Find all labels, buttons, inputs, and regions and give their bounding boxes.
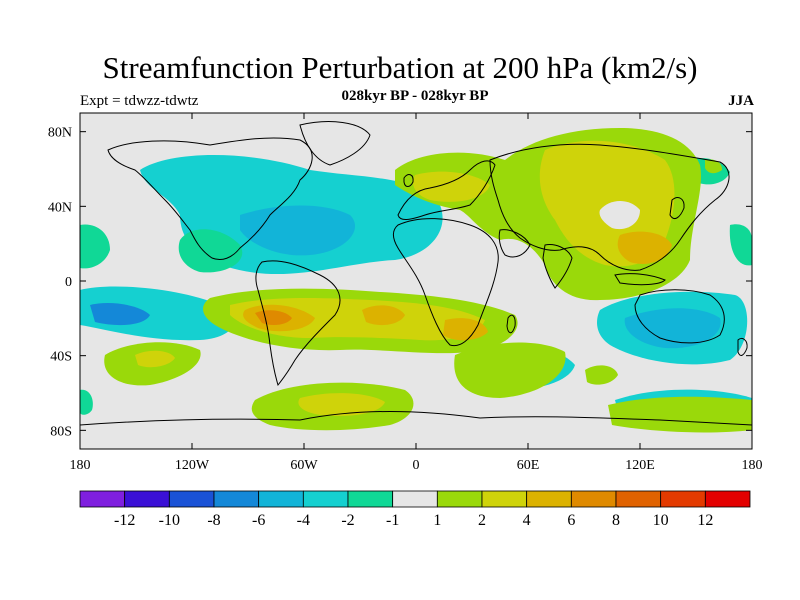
colorbar-swatch (704, 490, 751, 508)
colorbar-label: 8 (612, 512, 620, 529)
coastline-asia (489, 143, 730, 271)
contour-neg-east-pacific (178, 229, 243, 273)
colorbar-label: 6 (567, 512, 575, 529)
contour-pos-europe (413, 171, 490, 202)
coastline-south-america (255, 260, 341, 387)
contour-neg-north-america-inner (240, 205, 356, 256)
colorbar-swatch (392, 490, 438, 508)
coastline-japan (669, 197, 685, 219)
contour-neg-south-pacific (80, 286, 234, 341)
lon-tick-label: 120E (625, 458, 655, 473)
coastline-india (542, 244, 573, 289)
contour-pos-north-pacific-small (705, 159, 722, 174)
coastline-africa (393, 218, 499, 347)
colorbar: -12 -10 -8 -6 -4 -2 -1 1 2 4 6 8 10 12 (79, 490, 751, 529)
coastline-indonesia (614, 273, 666, 286)
lat-tick-label: 0 (65, 275, 72, 290)
lon-tick-label: 60E (517, 458, 540, 473)
lon-tick-label: 180 (70, 458, 91, 473)
colorbar-swatch (481, 490, 528, 508)
colorbar-label: -2 (341, 512, 354, 529)
chart-title: Streamfunction Perturbation at 200 hPa (… (102, 50, 698, 85)
colorbar-label: -12 (114, 512, 135, 529)
contour-pos-east-asia-core (617, 231, 672, 265)
contour-pos-indian-south (454, 342, 566, 398)
contour-neg-west-pacific (80, 224, 110, 269)
colorbar-label: -1 (386, 512, 399, 529)
colorbar-swatch (436, 490, 483, 508)
lon-tick-label: 180 (742, 458, 763, 473)
coastline-antarctica (80, 411, 752, 426)
longitude-axis: 180 120W 60W 0 60E 120E 180 (70, 113, 763, 473)
colorbar-swatch (302, 490, 349, 508)
contour-neg-west-pacific-east (729, 224, 752, 266)
colorbar-label: 10 (653, 512, 669, 529)
colorbar-label: 2 (478, 512, 486, 529)
coastline-north-america (107, 137, 313, 261)
colorbar-swatch (570, 490, 617, 508)
latitude-axis: 80N 40N 0 40S 80S (48, 126, 752, 439)
contour-pos-southern-indian (608, 396, 752, 433)
colorbar-swatch (526, 490, 572, 508)
contour-fills (80, 128, 752, 433)
contour-pos-indian-island (585, 365, 618, 385)
contour-neg-south-atlantic (80, 389, 93, 415)
contour-neg-australia-inner (624, 308, 721, 349)
contour-pos-south-africa-core (443, 318, 488, 341)
lat-tick-label: 40S (50, 350, 72, 365)
lon-tick-label: 0 (413, 458, 420, 473)
coastline-madagascar (506, 314, 516, 334)
colorbar-label: -6 (252, 512, 265, 529)
colorbar-swatch (79, 490, 126, 508)
season-label: JJA (728, 93, 754, 109)
lat-tick-label: 40N (48, 200, 72, 215)
coastline-greenland (299, 121, 371, 166)
colorbar-swatch (615, 490, 662, 508)
colorbar-swatch (347, 490, 394, 508)
contour-pos-south-atlantic-core (362, 305, 405, 326)
colorbar-swatch (660, 490, 706, 508)
contour-pos-pacific-south-inner (135, 350, 175, 368)
coastline-europe (397, 160, 496, 220)
colorbar-swatch (213, 490, 260, 508)
lon-tick-label: 120W (175, 458, 210, 473)
coastlines (80, 121, 752, 426)
experiment-label: Expt = tdwzz-tdwtz (80, 93, 199, 109)
colorbar-label: -8 (207, 512, 220, 529)
colorbar-label: -4 (297, 512, 310, 529)
lat-tick-label: 80S (50, 424, 72, 439)
colorbar-label: -10 (159, 512, 180, 529)
lat-tick-label: 80N (48, 126, 72, 141)
chart-subtitle: 028kyr BP - 028kyr BP (341, 88, 489, 104)
colorbar-swatch (258, 490, 304, 508)
coastline-australia (634, 289, 725, 344)
coastline-new-zealand (737, 337, 748, 356)
contour-hole-tibet (599, 201, 640, 230)
colorbar-swatch (168, 490, 215, 508)
coastline-arabia (498, 229, 531, 258)
colorbar-label: 12 (697, 512, 713, 529)
colorbar-label: 4 (523, 512, 531, 529)
coastline-uk (403, 174, 414, 187)
contour-pos-antarctic-atlantic-inner (298, 393, 385, 416)
lon-tick-label: 60W (290, 458, 318, 473)
colorbar-label: 1 (433, 512, 441, 529)
colorbar-swatch (124, 490, 170, 508)
contour-neg-south-pacific-inner (90, 303, 150, 326)
